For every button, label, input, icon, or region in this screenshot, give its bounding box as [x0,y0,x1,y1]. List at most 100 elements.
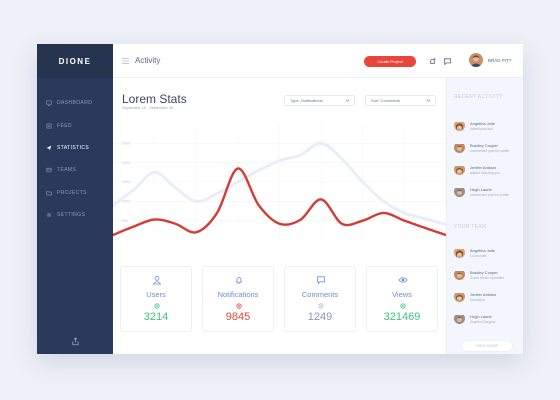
person-name: Angelina Jolie [470,247,495,253]
sidebar-item-label: FEED [57,122,72,129]
export-icon [71,337,79,346]
team-member[interactable]: Bradley Cooper Social Media Specialist [454,269,504,280]
dot-icon [154,303,160,309]
y-tick-label: 2000 [122,161,130,165]
y-tick-label: 500 [122,219,128,223]
brand-logo[interactable]: DIONE [37,44,113,78]
stat-card-users[interactable]: Users 3214 [120,266,192,332]
monitor-icon [46,100,52,106]
folder-icon [46,190,52,196]
stat-card-comments[interactable]: Comments 1249 [284,266,356,332]
activity-panel: RECENT ACTIVITY Angelina Jolie Added post… [446,78,523,354]
bell-icon[interactable] [428,57,437,66]
user-icon [152,275,162,285]
avatar [454,164,465,175]
avatar [454,142,465,153]
sidebar-item-label: DASHBOARD [57,100,93,107]
y-tick-label: 2500 [122,142,130,146]
sidebar-item-teams[interactable]: TEAMS [37,159,113,181]
stat-value: 3214 [143,311,169,323]
sidebar-item-settings[interactable]: SETTINGS [37,204,113,226]
page-title: Activity [135,56,161,65]
feed-icon [46,123,52,129]
y-tick-label: 1000 [122,200,130,204]
chevron-down-icon [345,99,350,102]
stat-label: Notifications [217,290,259,299]
person-name: Hugh Laurie [470,313,492,319]
sidebar-nav: DASHBOARD FEED STATISTICS TEAMS PROJECTS… [37,92,113,226]
create-project-button[interactable]: Create Project [364,56,416,67]
dot-icon [318,303,324,309]
person-role: Graphic Designer [470,319,496,324]
type-select-value: Type: Notifications [290,98,323,103]
sidebar-item-projects[interactable]: PROJECTS [37,182,113,204]
team-member[interactable]: Hugh Laurie Graphic Designer [454,313,496,324]
person-activity: Added post link [470,126,493,131]
view-more-button[interactable]: VIEW MORE [461,340,513,352]
stats-line-chart: 2500 2000 1500 1000 500 [113,124,446,240]
export-button[interactable] [37,337,113,346]
stat-card-notifications[interactable]: Notifications 9845 [202,266,274,332]
chat-icon[interactable] [443,57,452,66]
avatar [454,291,465,302]
date-range: September 15 - September 30 [122,106,174,110]
stat-value: 9845 [225,311,251,323]
person-name: Jenifer Aniston [470,164,497,170]
stat-value: 1249 [307,311,333,323]
avatar [454,313,465,324]
activity-item[interactable]: Bradley Cooper commented post for profile [454,142,509,153]
team-member[interactable]: Angelina Jolie Co-founder [454,247,495,258]
person-name: Bradley Cooper [470,269,498,275]
sidebar-item-label: STATISTICS [57,144,90,151]
user-name: BRAD PITT [488,57,512,63]
sidebar-item-label: TEAMS [57,167,77,174]
person-activity: started following you [470,170,501,175]
avatar [454,247,465,258]
top-header: Activity Create Project BRAD PITT [113,44,523,78]
sidebar-item-feed[interactable]: FEED [37,114,113,136]
avatar [454,120,465,131]
avatar [469,53,483,67]
bell-icon [236,277,242,284]
type-select[interactable]: Type: Notifications [284,95,355,106]
menu-icon[interactable] [122,57,129,64]
stat-label: Users [146,290,166,299]
activity-item[interactable]: Jenifer Aniston started following you [454,164,500,175]
y-tick-label: 1500 [122,180,130,184]
avatar [454,269,465,280]
person-activity: commented post for profile [470,148,510,153]
avatar [454,186,465,197]
page-title-area: Activity [122,56,160,65]
activity-item[interactable]: Hugh Laurie commented post for profile [454,186,509,197]
dot-icon [236,303,242,309]
sort-select-value: Sort: Comments [371,98,400,103]
sidebar-item-label: SETTINGS [57,212,86,219]
main-content: Lorem Stats September 15 - September 30 … [113,78,446,354]
person-name: Bradley Cooper [470,142,498,148]
your-team-title: YOUR TEAM [454,224,487,230]
series-line-primary [113,167,446,237]
stat-card-views[interactable]: Views 321469 [366,266,438,332]
sidebar-item-statistics[interactable]: STATISTICS [37,137,113,159]
teams-icon [46,167,52,173]
stat-label: Views [392,290,412,299]
user-menu[interactable]: BRAD PITT [469,53,512,67]
stat-label: Comments [301,290,339,299]
stats-title: Lorem Stats [122,92,187,106]
sort-select[interactable]: Sort: Comments [365,95,436,106]
dot-icon [400,303,406,309]
person-role: Co-founder [470,253,487,258]
series-line-secondary [113,141,446,227]
person-name: Angelina Jolie [470,120,495,126]
eye-icon [398,277,408,283]
team-member[interactable]: Jenifer Aniston Developer [454,291,496,302]
stat-value: 321469 [383,311,421,323]
gear-icon [46,212,52,218]
stat-cards: Users 3214 Notifications 9845 Comments 1… [113,266,446,336]
comment-icon [317,276,325,285]
person-activity: commented post for profile [470,192,510,197]
sidebar-item-label: PROJECTS [57,189,87,196]
activity-item[interactable]: Angelina Jolie Added post link [454,120,495,131]
sidebar-item-dashboard[interactable]: DASHBOARD [37,92,113,114]
person-name: Hugh Laurie [470,186,492,192]
